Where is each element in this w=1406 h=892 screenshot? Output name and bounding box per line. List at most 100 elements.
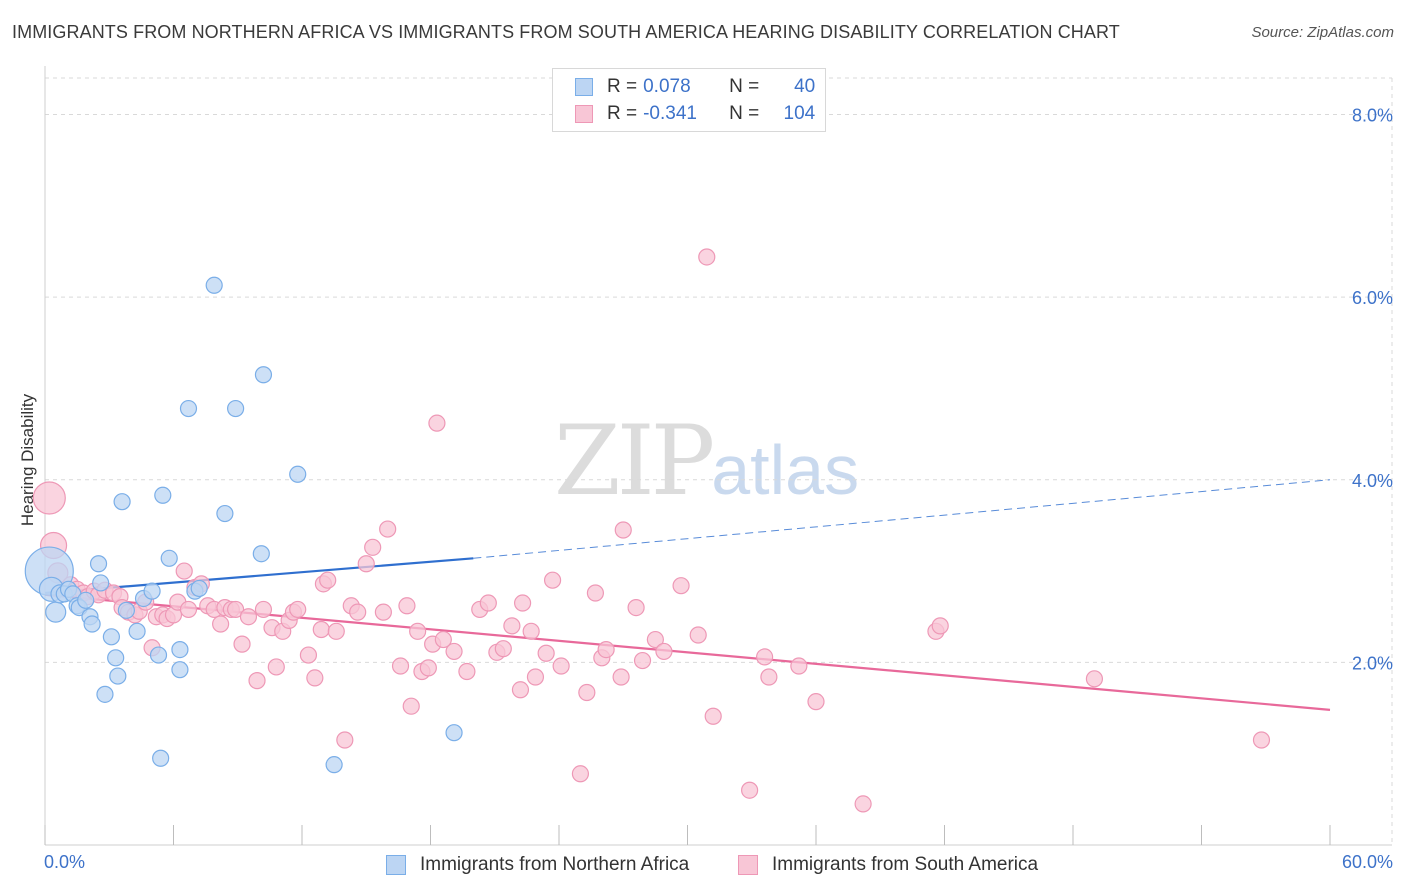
data-point: [299, 646, 318, 664]
legend-r-label: R =: [607, 103, 638, 124]
y-tick-label: 8.0%: [1352, 106, 1393, 126]
legend-n-value: 40: [794, 76, 816, 97]
legend-r-value: -0.341: [643, 103, 697, 124]
data-point: [128, 622, 146, 640]
data-point: [571, 765, 590, 783]
data-point: [239, 608, 258, 626]
data-point: [445, 642, 463, 661]
data-point: [419, 659, 437, 677]
data-point: [175, 562, 193, 580]
data-point: [154, 486, 172, 504]
data-point: [252, 545, 270, 563]
y-tick-label: 2.0%: [1352, 653, 1393, 673]
trend-projection: [473, 479, 1331, 559]
data-point: [143, 582, 161, 600]
legend-swatch-blue: [386, 855, 406, 875]
legend-swatch-blue: [575, 78, 593, 96]
data-point: [445, 724, 463, 742]
bottom-legend-south-america: Immigrants from South America: [738, 852, 1038, 878]
data-point: [171, 661, 189, 679]
data-point: [398, 597, 416, 615]
data-point: [289, 465, 307, 483]
data-point: [543, 571, 562, 589]
data-point: [171, 640, 189, 659]
legend-n-label: N =: [729, 76, 760, 97]
y-tick-labels: 2.0% 4.0% 6.0% 8.0%: [1352, 106, 1393, 674]
data-point: [790, 657, 808, 675]
data-point: [672, 577, 690, 595]
data-point: [379, 520, 397, 538]
data-point: [160, 549, 178, 567]
data-point: [552, 657, 570, 675]
data-point: [755, 648, 774, 666]
legend-row-northern-africa: R = 0.078 N = 40: [575, 74, 815, 100]
data-point: [306, 669, 324, 687]
data-point: [205, 276, 223, 294]
legend-label: Immigrants from Northern Africa: [420, 854, 690, 875]
x-tick-label-min: 0.0%: [44, 852, 86, 872]
data-point: [741, 781, 759, 799]
data-point: [254, 366, 273, 384]
data-point: [633, 651, 652, 670]
data-point: [689, 626, 707, 644]
trend-line-northern-africa: [44, 479, 1331, 595]
data-point: [216, 504, 234, 523]
data-point: [107, 649, 125, 667]
data-point: [325, 756, 343, 774]
data-point: [494, 640, 512, 658]
data-point: [578, 683, 596, 702]
data-point: [760, 668, 778, 686]
y-tick-label: 4.0%: [1352, 471, 1393, 491]
legend-n-label: N =: [729, 103, 760, 124]
data-point: [434, 630, 452, 649]
watermark-atlas: atlas: [711, 431, 860, 509]
data-point: [854, 795, 872, 813]
data-point: [149, 646, 168, 664]
data-point: [704, 707, 722, 725]
data-point: [312, 620, 330, 639]
data-point: [45, 601, 67, 623]
data-point: [931, 617, 949, 635]
data-point: [655, 642, 673, 661]
data-point: [227, 399, 245, 418]
data-point: [212, 615, 230, 633]
x-tick-label-max: 60.0%: [1341, 852, 1393, 872]
axes: [44, 66, 1392, 846]
data-point: [349, 603, 367, 621]
source-credit: Source: ZipAtlas.com: [1251, 24, 1394, 41]
data-point: [357, 555, 375, 573]
data-point: [289, 600, 307, 619]
data-point: [113, 493, 131, 511]
data-point: [479, 594, 497, 612]
data-point: [117, 601, 135, 619]
data-point: [374, 603, 392, 621]
data-point: [364, 538, 382, 556]
points-south-america: [32, 248, 1271, 813]
data-point: [267, 658, 285, 676]
data-point: [102, 628, 120, 646]
data-point: [402, 697, 420, 715]
watermark: ZIPatlas: [554, 405, 859, 517]
data-point: [513, 594, 532, 612]
data-point: [92, 574, 110, 592]
data-point: [458, 662, 476, 681]
data-point: [522, 622, 540, 640]
data-point: [89, 555, 108, 573]
data-point: [152, 749, 170, 767]
legend-label: Immigrants from South America: [772, 854, 1039, 875]
legend-r-label: R =: [607, 76, 638, 97]
data-point: [190, 579, 208, 598]
legend-r-value: 0.078: [643, 76, 691, 97]
data-point: [614, 521, 632, 539]
legend-swatch-pink: [738, 855, 758, 875]
data-point: [327, 622, 345, 640]
data-point: [409, 622, 427, 640]
data-point: [179, 399, 198, 418]
grid-lines: [45, 77, 1393, 845]
data-point: [248, 672, 266, 690]
data-point: [597, 640, 615, 659]
data-point: [698, 248, 716, 266]
data-point: [1085, 670, 1104, 688]
data-point: [627, 598, 645, 617]
points-northern-africa: [24, 276, 463, 774]
